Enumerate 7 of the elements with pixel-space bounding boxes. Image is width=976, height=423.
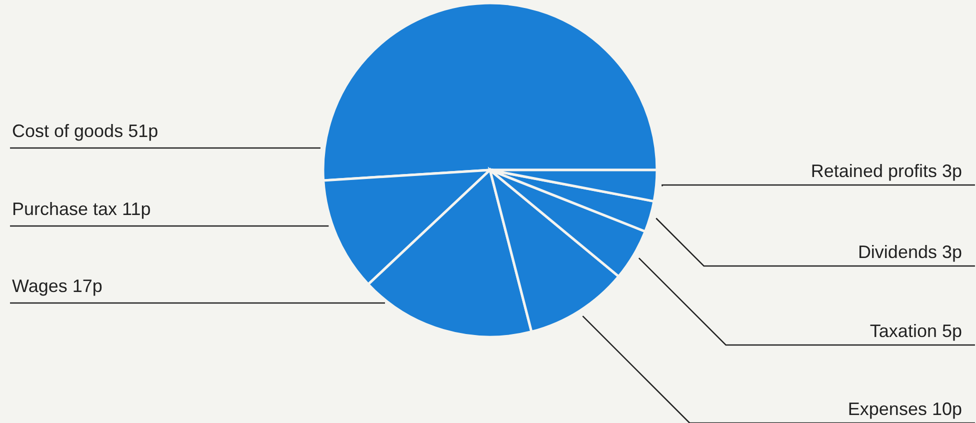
slice-label: Purchase tax 11p xyxy=(12,199,151,219)
slice-label: Wages 17p xyxy=(12,276,102,296)
slice-label: Expenses 10p xyxy=(848,399,962,419)
slice-label: Retained profits 3p xyxy=(810,161,962,181)
slice-label: Dividends 3p xyxy=(858,242,962,262)
slice-label: Cost of goods 51p xyxy=(12,121,158,141)
slice-label: Taxation 5p xyxy=(870,321,962,341)
